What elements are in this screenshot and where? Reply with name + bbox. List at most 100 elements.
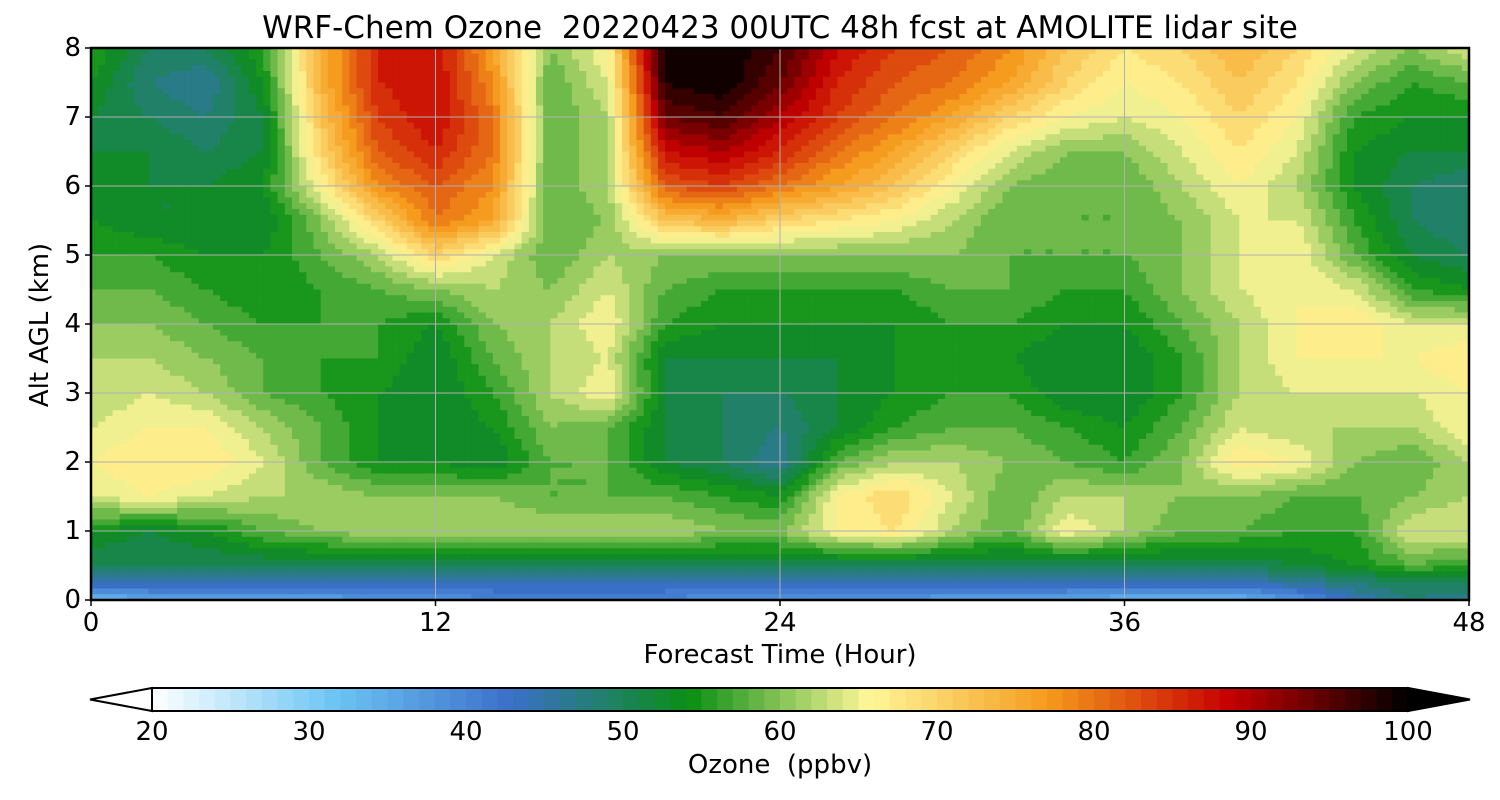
- field-cell: [851, 59, 860, 66]
- field-cell: [945, 157, 953, 164]
- field-cell: [629, 88, 638, 95]
- field-cell: [385, 65, 394, 72]
- field-cell: [1088, 71, 1097, 78]
- field-cell: [650, 76, 659, 84]
- field-cell: [1067, 122, 1075, 130]
- field-cell: [1289, 186, 1298, 193]
- field-cell: [1461, 94, 1470, 101]
- field-cell: [1303, 59, 1312, 66]
- field-cell: [1217, 163, 1226, 170]
- field-cell: [500, 82, 508, 89]
- field-cell: [428, 140, 437, 147]
- field-cell: [299, 59, 307, 66]
- field-cell: [629, 99, 638, 107]
- field-cell: [177, 99, 185, 107]
- field-cell: [1296, 71, 1305, 78]
- field-cell: [1067, 168, 1075, 176]
- field-cell: [385, 94, 394, 101]
- field-cell: [327, 168, 336, 176]
- field-cell: [1418, 163, 1427, 170]
- field-cell: [105, 180, 114, 187]
- field-cell: [1411, 59, 1420, 66]
- field-cell: [1232, 134, 1240, 141]
- field-cell: [1397, 99, 1406, 107]
- field-cell: [1174, 53, 1183, 61]
- field-cell: [1375, 88, 1384, 95]
- field-cell: [1332, 53, 1341, 61]
- field-cell: [191, 134, 200, 141]
- field-cell: [1332, 117, 1341, 124]
- field-cell: [1124, 48, 1133, 55]
- field-cell: [1239, 82, 1248, 89]
- field-cell: [1311, 82, 1319, 89]
- field-cell: [399, 117, 408, 124]
- field-cell: [880, 157, 889, 164]
- field-cell: [442, 128, 451, 135]
- field-cell: [715, 145, 724, 153]
- field-cell: [521, 163, 530, 170]
- field-cell: [1146, 174, 1154, 181]
- field-cell: [1318, 163, 1327, 170]
- field-cell: [184, 168, 193, 176]
- field-cell: [521, 76, 530, 84]
- field-cell: [535, 105, 544, 112]
- field-cell: [780, 145, 788, 153]
- field-cell: [535, 99, 544, 107]
- field-cell: [650, 174, 659, 181]
- field-cell: [672, 48, 681, 55]
- field-cell: [1074, 140, 1083, 147]
- field-cell: [119, 151, 128, 158]
- field-cell: [887, 117, 896, 124]
- field-cell: [1095, 82, 1104, 89]
- field-cell: [959, 117, 968, 124]
- field-cell: [492, 105, 501, 112]
- field-cell: [1404, 71, 1413, 78]
- field-cell: [1174, 140, 1183, 147]
- field-cell: [952, 151, 961, 158]
- field-cell: [1052, 82, 1061, 89]
- field-cell: [141, 180, 150, 187]
- field-cell: [205, 88, 214, 95]
- field-cell: [378, 65, 386, 72]
- field-cell: [1260, 94, 1269, 101]
- field-cell: [492, 128, 501, 135]
- field-cell: [1146, 105, 1154, 112]
- field-cell: [413, 48, 422, 55]
- field-cell: [657, 191, 666, 199]
- field-cell: [105, 163, 114, 170]
- field-cell: [1024, 105, 1032, 112]
- field-cell: [1038, 145, 1047, 153]
- field-cell: [1174, 65, 1183, 72]
- field-cell: [1102, 82, 1111, 89]
- field-cell: [1303, 174, 1312, 181]
- field-cell: [945, 122, 953, 130]
- field-cell: [708, 53, 717, 61]
- field-cell: [887, 163, 896, 170]
- field-cell: [1253, 140, 1262, 147]
- field-cell: [148, 105, 157, 112]
- field-cell: [686, 94, 695, 101]
- field-cell: [959, 65, 968, 72]
- field-cell: [988, 163, 996, 170]
- field-cell: [1117, 151, 1126, 158]
- field-cell: [736, 48, 745, 55]
- field-cell: [1282, 145, 1291, 153]
- field-cell: [263, 53, 272, 61]
- field-cell: [622, 99, 630, 107]
- field-cell: [471, 163, 480, 170]
- field-cell: [1102, 111, 1111, 118]
- field-cell: [686, 59, 695, 66]
- field-cell: [550, 71, 559, 78]
- field-cell: [1390, 48, 1398, 55]
- field-cell: [428, 53, 437, 61]
- field-cell: [119, 157, 128, 164]
- field-cell: [442, 105, 451, 112]
- field-cell: [801, 122, 810, 130]
- field-cell: [1110, 94, 1118, 101]
- field-cell: [177, 140, 185, 147]
- field-cell: [449, 82, 458, 89]
- field-cell: [1224, 105, 1233, 112]
- field-cell: [1124, 140, 1133, 147]
- field-cell: [801, 168, 810, 176]
- field-cell: [966, 48, 975, 55]
